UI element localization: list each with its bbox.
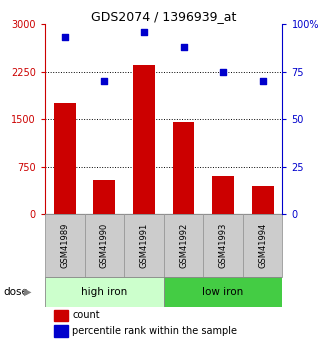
Text: GSM41992: GSM41992 — [179, 223, 188, 268]
Point — [141, 29, 146, 34]
Point — [62, 35, 67, 40]
Bar — [164, 215, 203, 277]
Point — [221, 69, 226, 75]
Text: count: count — [72, 310, 100, 321]
Bar — [133, 65, 155, 215]
Text: GSM41993: GSM41993 — [219, 223, 228, 268]
Text: dose: dose — [3, 287, 28, 297]
Bar — [173, 122, 195, 215]
Text: percentile rank within the sample: percentile rank within the sample — [72, 326, 237, 336]
Bar — [54, 104, 76, 215]
Bar — [93, 179, 115, 215]
Bar — [55, 309, 67, 321]
Text: GSM41991: GSM41991 — [139, 223, 148, 268]
Point — [102, 78, 107, 84]
Bar — [164, 277, 282, 307]
Text: GSM41994: GSM41994 — [258, 223, 267, 268]
Bar — [212, 176, 234, 215]
Bar — [124, 215, 164, 277]
Bar — [45, 215, 84, 277]
Bar — [55, 325, 67, 337]
Bar — [203, 215, 243, 277]
Point — [181, 44, 186, 50]
Bar — [84, 215, 124, 277]
Text: GSM41990: GSM41990 — [100, 223, 109, 268]
Bar — [252, 186, 273, 215]
Text: low iron: low iron — [203, 287, 244, 297]
Text: high iron: high iron — [81, 287, 127, 297]
Bar — [243, 215, 282, 277]
Text: ▶: ▶ — [24, 287, 31, 297]
Bar — [45, 277, 164, 307]
Point — [260, 78, 265, 84]
Title: GDS2074 / 1396939_at: GDS2074 / 1396939_at — [91, 10, 236, 23]
Text: GSM41989: GSM41989 — [60, 223, 69, 268]
